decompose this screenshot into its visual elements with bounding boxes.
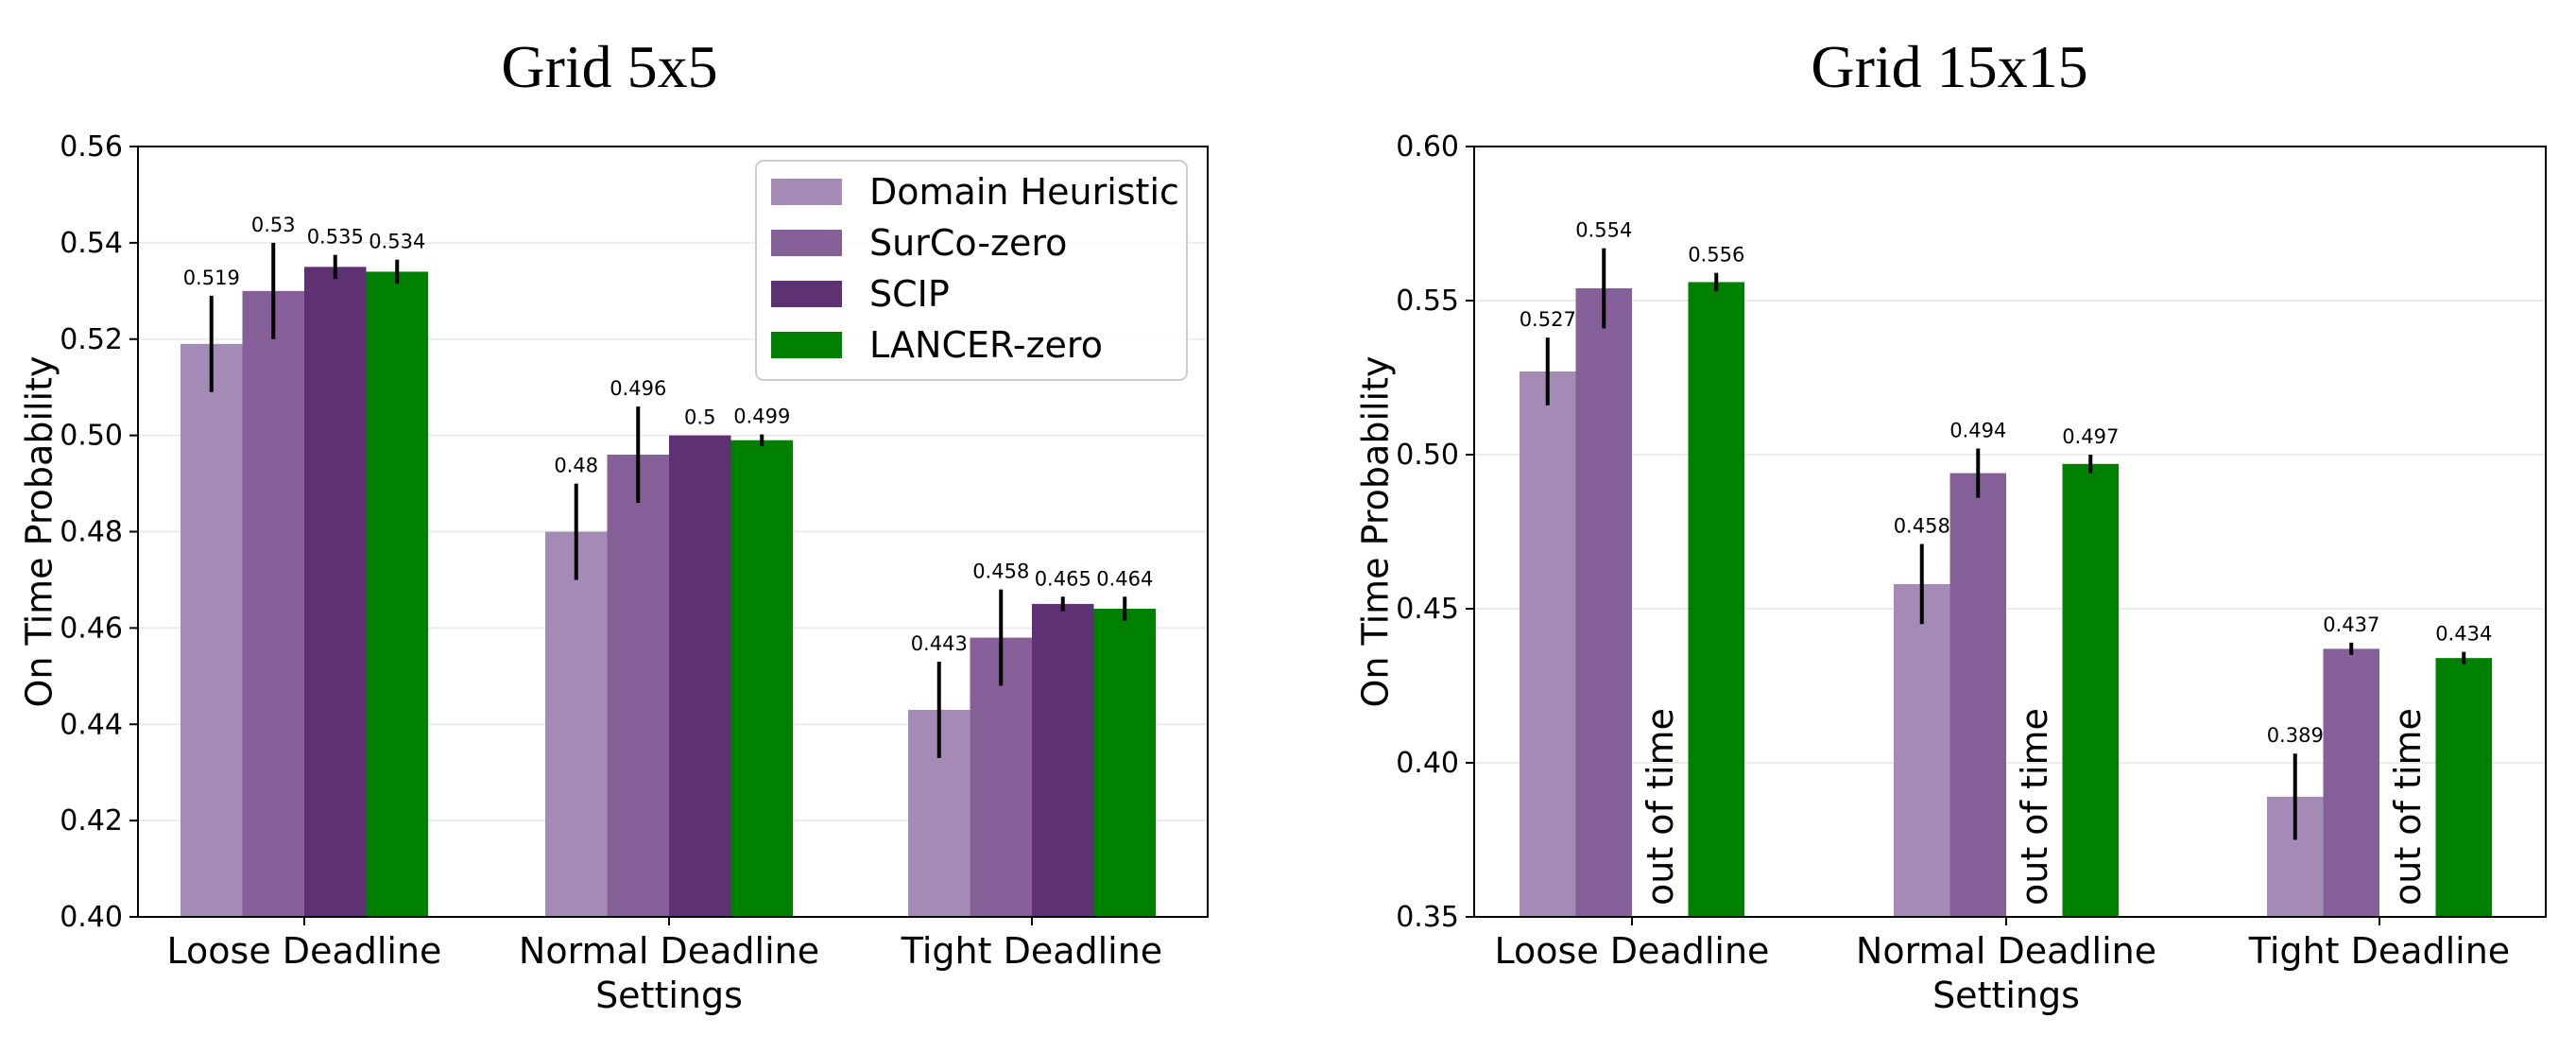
legend-swatch <box>771 179 842 205</box>
y-axis-label: On Time Probability <box>1355 355 1397 707</box>
chart-title: Grid 15x15 <box>1811 33 2087 100</box>
data-label: 0.389 <box>2267 724 2324 747</box>
out-of-time-label: out of time <box>2014 708 2055 906</box>
bar <box>304 267 367 917</box>
chart-panel-1: Grid 15x15 0.35 0.40 0.45 0.50 0.55 0.60 On Tim… <box>1355 33 2547 1016</box>
x-tick-label: Loose Deadline <box>1495 930 1770 972</box>
data-label: 0.534 <box>369 231 425 253</box>
bar <box>1949 473 2006 917</box>
y-tick-label: 0.46 <box>60 612 123 645</box>
bar <box>669 435 731 917</box>
y-tick-label: 0.50 <box>60 420 123 453</box>
data-label: 0.5 <box>684 406 715 429</box>
out-of-time-label: out of time <box>2387 708 2429 906</box>
bar <box>366 271 428 917</box>
y-tick-label: 0.52 <box>60 323 123 356</box>
data-label: 0.519 <box>183 267 240 289</box>
bar <box>2062 463 2119 917</box>
data-label: 0.48 <box>554 455 598 477</box>
y-tick-label: 0.54 <box>60 227 123 260</box>
y-tick-label: 0.42 <box>60 804 123 837</box>
bar <box>1093 609 1156 917</box>
data-label: 0.464 <box>1096 567 1153 590</box>
y-tick-label: 0.44 <box>60 708 123 741</box>
bar <box>1520 371 1576 918</box>
chart-panel-0: Grid 5x5 0.40 0.42 0.44 0.46 0.48 0.50 0.52 0.54… <box>19 33 1209 1016</box>
x-tick-label: Loose Deadline <box>167 930 442 972</box>
x-tick-label: Normal Deadline <box>519 930 819 972</box>
legend-box <box>755 160 1188 381</box>
out-of-time-label: out of time <box>1640 708 1681 906</box>
plot-frame <box>137 146 1209 918</box>
y-tick-label: 0.60 <box>1396 130 1459 164</box>
bar <box>730 440 793 917</box>
bar <box>242 290 304 917</box>
data-label: 0.527 <box>1520 308 1576 331</box>
x-tick-label: Tight Deadline <box>2248 930 2510 972</box>
x-tick-label: Normal Deadline <box>1856 930 2156 972</box>
y-tick-label: 0.35 <box>1396 901 1459 934</box>
x-axis-label: Settings <box>1932 975 2080 1016</box>
data-label: 0.53 <box>251 214 296 236</box>
legend-entry: SCIP <box>869 273 950 315</box>
y-tick-label: 0.50 <box>1396 439 1459 472</box>
data-label: 0.496 <box>610 377 666 400</box>
data-label: 0.458 <box>972 561 1029 583</box>
y-tick-label: 0.45 <box>1396 593 1459 626</box>
legend-swatch <box>771 230 842 256</box>
legend-entry: LANCER-zero <box>869 324 1103 366</box>
bar <box>180 343 243 917</box>
legend-swatch <box>771 281 842 307</box>
bar <box>2323 648 2379 917</box>
bar <box>1575 287 1632 918</box>
bar <box>1894 583 1950 917</box>
chart-title: Grid 5x5 <box>501 33 717 100</box>
bar <box>607 455 669 917</box>
data-label: 0.443 <box>911 632 968 655</box>
data-label: 0.437 <box>2323 613 2379 636</box>
data-label: 0.556 <box>1688 244 1744 267</box>
data-label: 0.535 <box>307 226 364 249</box>
x-tick-label: Tight Deadline <box>901 930 1162 972</box>
y-tick-label: 0.56 <box>60 130 123 164</box>
bar <box>2435 658 2492 917</box>
bar <box>1032 603 1094 917</box>
y-tick-label: 0.40 <box>1396 747 1459 780</box>
y-tick-label: 0.48 <box>60 516 123 549</box>
data-label: 0.497 <box>2062 425 2119 448</box>
data-label: 0.494 <box>1949 419 2006 441</box>
legend-swatch <box>771 332 842 358</box>
data-label: 0.458 <box>1894 515 1950 538</box>
legend-entry: Domain Heuristic <box>869 171 1179 213</box>
data-label: 0.554 <box>1575 219 1632 242</box>
legend: Domain Heuristic SurCo-zero SCIP LANCER-zer… <box>755 160 1188 381</box>
data-label: 0.434 <box>2435 623 2492 646</box>
plot-frame <box>1473 146 2547 918</box>
data-label: 0.499 <box>733 406 790 428</box>
bar <box>545 531 608 917</box>
bar <box>1688 282 1744 917</box>
data-label: 0.465 <box>1035 567 1091 590</box>
x-axis-label: Settings <box>595 975 743 1016</box>
y-tick-label: 0.40 <box>60 901 123 934</box>
legend-entry: SurCo-zero <box>869 222 1067 264</box>
y-axis-label: On Time Probability <box>19 355 60 707</box>
y-tick-label: 0.55 <box>1396 285 1459 318</box>
